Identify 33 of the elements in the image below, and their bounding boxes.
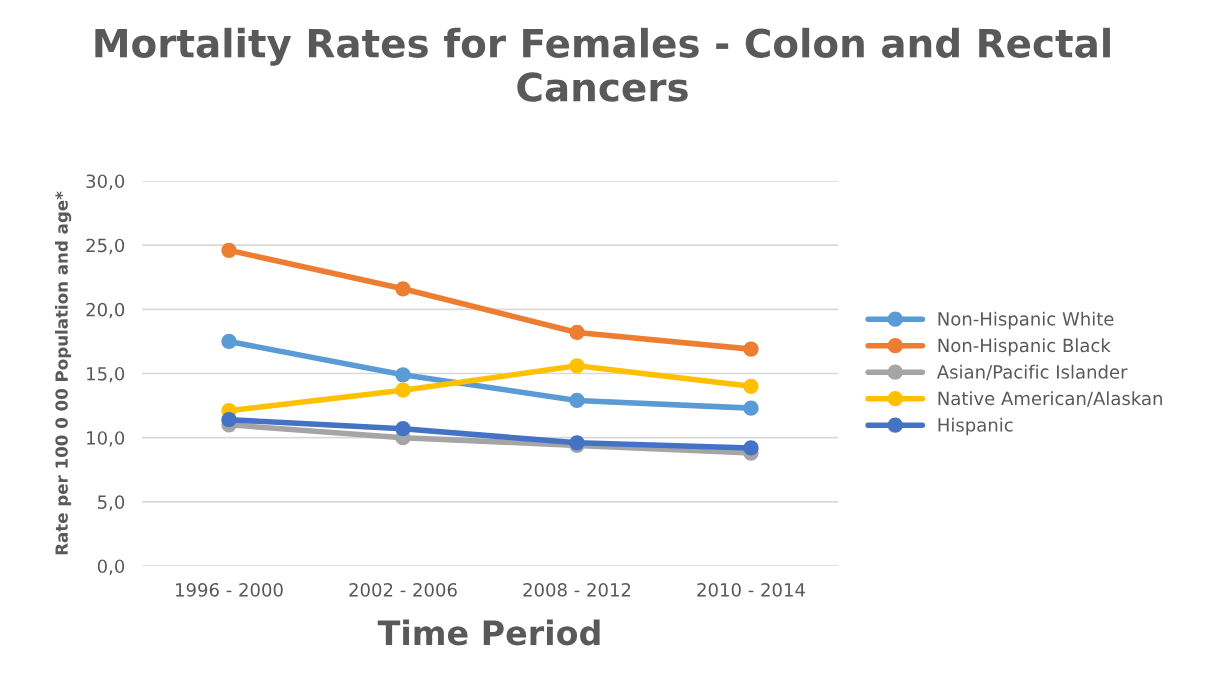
legend-label: Asian/Pacific Islander (936, 364, 1128, 381)
point (221, 412, 237, 428)
legend-label: Non-Hispanic White (938, 311, 1114, 330)
x-tick-label: 2010 - 2014 (697, 582, 805, 597)
point (395, 281, 411, 297)
legend-label: Non-Hispanic Black (938, 338, 1111, 356)
y-tick-label: 30,0 (86, 174, 125, 190)
point (569, 358, 585, 374)
point (743, 378, 759, 394)
point (569, 392, 585, 409)
point (743, 341, 759, 357)
x-tick-label: 1996 - 2000 (176, 582, 283, 597)
point (221, 333, 237, 350)
y-tick-label: 10,0 (87, 431, 125, 447)
x-axis-title: Time Period (377, 619, 600, 646)
y-tick-label: 0,0 (97, 559, 125, 575)
y-tick-label: 20,0 (86, 302, 125, 319)
x-tick-label: 2008 - 2012 (523, 582, 631, 597)
point (221, 242, 237, 258)
point (395, 367, 411, 383)
point (743, 440, 759, 456)
y-tick-label: 5,0 (98, 495, 125, 511)
y-axis-title: Rate per 100 0 00 Population and age* (54, 191, 72, 555)
chart-title: Mortality Rates for Females - Colon and Rectal Cancers (95, 27, 1110, 102)
legend-label: Native American/Alaskan (938, 391, 1162, 407)
legend-label: Hispanic (938, 417, 1013, 436)
point (743, 400, 759, 416)
y-tick-label: 15,0 (87, 366, 125, 383)
y-tick-label: 25,0 (86, 238, 125, 255)
point (395, 421, 411, 437)
point (395, 382, 411, 398)
x-tick-label: 2002 - 2006 (349, 582, 457, 597)
point (569, 324, 585, 341)
